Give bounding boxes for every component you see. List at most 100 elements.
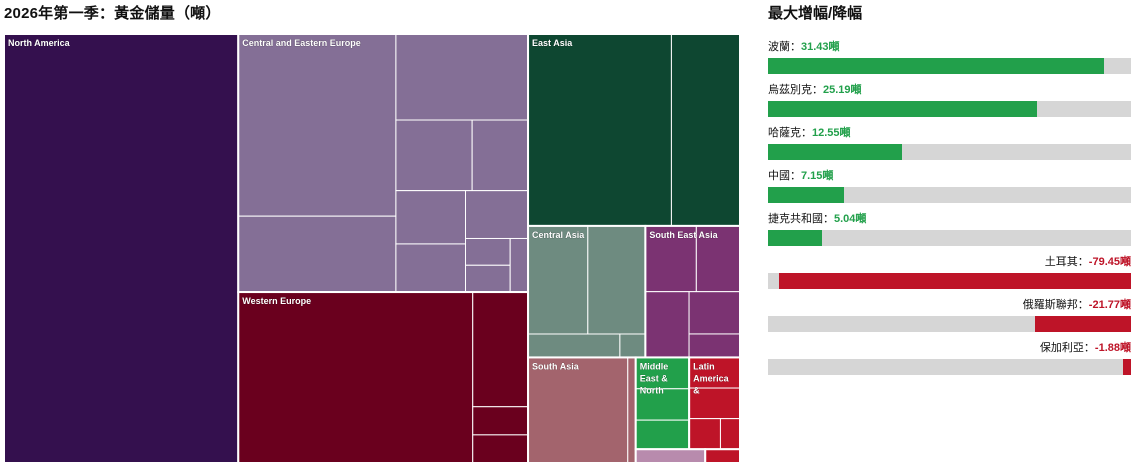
treemap-region-east-asia[interactable]: East Asia xyxy=(527,34,740,227)
gold-reserves-treemap: North America Central and Eastern Europe W… xyxy=(4,34,740,463)
change-row: 哈薩克：12.55噸 xyxy=(768,124,1131,167)
treemap-cell[interactable] xyxy=(395,190,467,245)
treemap-region-au[interactable] xyxy=(634,448,707,463)
treemap-cell[interactable] xyxy=(472,291,529,408)
treemap-cell[interactable] xyxy=(465,237,511,266)
change-row: 俄羅斯聯邦：-21.77噸 xyxy=(768,296,1131,339)
treemap-region-label: North America xyxy=(8,38,71,48)
treemap-region-label: South East Asia xyxy=(649,230,718,240)
change-value: 7.15噸 xyxy=(801,170,834,182)
treemap-region-label: East Asia xyxy=(532,38,573,48)
country-name: 烏茲別克： xyxy=(768,84,823,96)
treemap-cell[interactable] xyxy=(644,225,697,293)
increase-bar xyxy=(768,58,1104,74)
increase-bar xyxy=(768,187,844,203)
treemap-region-middle-east-north-africa[interactable]: Middle East & North xyxy=(634,356,691,451)
treemap-region-label: Western Europe xyxy=(242,296,311,306)
treemap-cell[interactable] xyxy=(688,291,740,335)
country-name: 捷克共和國： xyxy=(768,213,834,225)
change-bar-track xyxy=(768,273,1131,289)
treemap-cell[interactable] xyxy=(395,119,473,192)
change-row: 土耳其：-79.45噸 xyxy=(768,253,1131,296)
treemap-cell[interactable] xyxy=(587,225,646,335)
treemap-region-western-europe[interactable]: Western Europe xyxy=(237,291,530,463)
treemap-cell[interactable] xyxy=(395,243,467,293)
treemap-cell[interactable] xyxy=(635,448,706,463)
treemap-region-latin-america-caribbean[interactable]: Latin America & xyxy=(688,356,740,451)
changes-panel-title: 最大增幅/降幅 xyxy=(768,5,863,22)
change-label: 捷克共和國：5.04噸 xyxy=(768,210,866,226)
treemap-cell[interactable] xyxy=(237,215,397,293)
treemap-cell[interactable] xyxy=(237,291,474,463)
increase-bar xyxy=(768,101,1037,117)
change-label: 中國：7.15噸 xyxy=(768,167,833,183)
changes-bar-chart: 波蘭：31.43噸 烏茲別克：25.19噸 哈薩克：12.55噸 中國：7.15噸 捷克… xyxy=(768,38,1131,382)
change-label: 波蘭：31.43噸 xyxy=(768,38,840,54)
treemap-region-central-and-eastern-europe[interactable]: Central and Eastern Europe xyxy=(237,34,530,294)
increase-bar xyxy=(768,144,902,160)
treemap-cell[interactable] xyxy=(644,291,690,358)
country-name: 保加利亞： xyxy=(1039,342,1095,354)
change-label: 土耳其：-79.45噸 xyxy=(1045,253,1131,269)
change-label: 哈薩克：12.55噸 xyxy=(768,124,851,140)
treemap-cell[interactable] xyxy=(527,333,621,358)
treemap-cell[interactable] xyxy=(627,356,637,463)
change-value: -79.45噸 xyxy=(1088,256,1131,268)
change-bar-track xyxy=(768,101,1131,117)
change-value: 5.04噸 xyxy=(834,213,867,225)
treemap-cell[interactable] xyxy=(395,34,529,121)
treemap-region-central-asia[interactable]: Central Asia xyxy=(527,224,647,359)
change-row: 中國：7.15噸 xyxy=(768,167,1131,210)
treemap-cell[interactable] xyxy=(4,34,239,463)
country-name: 波蘭： xyxy=(768,41,801,53)
treemap-cell[interactable] xyxy=(527,225,589,335)
change-value: -21.77噸 xyxy=(1088,299,1131,311)
change-row: 保加利亞：-1.88噸 xyxy=(768,339,1131,382)
treemap-region-border xyxy=(704,448,740,463)
change-label: 俄羅斯聯邦：-21.77噸 xyxy=(1023,296,1131,312)
treemap-cell[interactable] xyxy=(472,406,529,436)
treemap-cell[interactable] xyxy=(471,119,529,192)
change-bar-track xyxy=(768,230,1131,246)
country-name: 中國： xyxy=(768,170,801,182)
change-value: 31.43噸 xyxy=(801,41,840,53)
treemap-cell[interactable] xyxy=(670,34,740,227)
treemap-region-sub-saharan-africa[interactable] xyxy=(704,448,740,463)
treemap-cell[interactable] xyxy=(719,418,740,450)
treemap-region-south-east-asia[interactable]: South East Asia xyxy=(644,224,740,359)
country-name: 哈薩克： xyxy=(768,127,812,139)
treemap-region-label: Latin America & xyxy=(693,361,730,395)
change-bar-track xyxy=(768,316,1131,332)
change-bar-track xyxy=(768,187,1131,203)
treemap-cell[interactable] xyxy=(472,434,529,463)
treemap-cell[interactable] xyxy=(237,34,397,217)
treemap-cell[interactable] xyxy=(704,448,740,463)
treemap-region-label: Central Asia xyxy=(532,230,585,240)
decrease-bar xyxy=(1035,316,1131,332)
treemap-cell[interactable] xyxy=(509,237,529,293)
treemap-cell[interactable] xyxy=(619,333,646,358)
treemap-cell[interactable] xyxy=(465,264,511,293)
change-label: 烏茲別克：25.19噸 xyxy=(768,81,862,97)
treemap-region-label: South Asia xyxy=(532,361,580,371)
treemap-region-label: Central and Eastern Europe xyxy=(242,38,361,48)
change-label: 保加利亞：-1.88噸 xyxy=(1040,339,1131,355)
change-row: 捷克共和國：5.04噸 xyxy=(768,210,1131,253)
treemap-cell[interactable] xyxy=(635,419,690,450)
treemap-cell[interactable] xyxy=(688,333,740,358)
treemap-cell[interactable] xyxy=(465,190,529,239)
change-bar-track xyxy=(768,359,1131,375)
change-row: 波蘭：31.43噸 xyxy=(768,38,1131,81)
change-value: 25.19噸 xyxy=(823,84,862,96)
change-value: 12.55噸 xyxy=(812,127,851,139)
treemap-cell[interactable] xyxy=(527,34,672,227)
treemap-cell[interactable] xyxy=(688,418,721,450)
treemap-cell[interactable] xyxy=(527,356,629,463)
decrease-bar xyxy=(779,273,1131,289)
treemap-region-north-america[interactable]: North America xyxy=(4,34,240,463)
increase-bar xyxy=(768,230,822,246)
country-name: 土耳其： xyxy=(1044,256,1089,268)
treemap-title: 2026年第一季：黃金儲量（噸） xyxy=(4,5,221,22)
treemap-region-south-asia[interactable]: South Asia xyxy=(527,356,637,463)
decrease-bar xyxy=(1123,359,1131,375)
